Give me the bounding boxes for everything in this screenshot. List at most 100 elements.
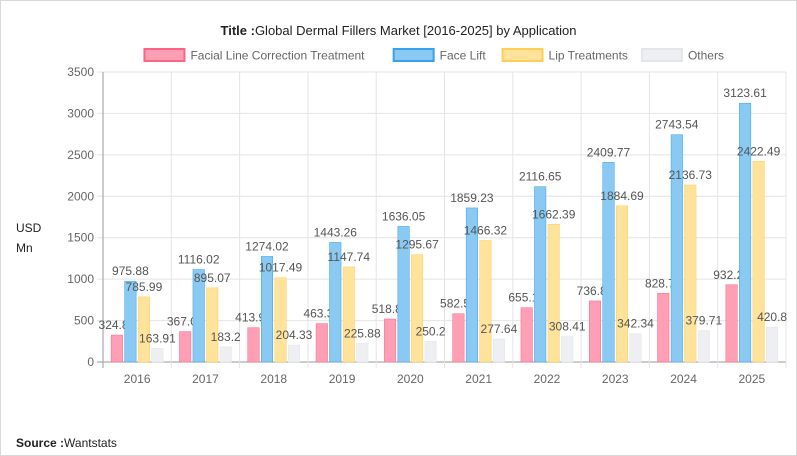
bar <box>697 330 710 363</box>
bar <box>602 162 615 363</box>
legend-label: Facial Line Correction Treatment <box>190 49 365 63</box>
bar <box>534 186 547 363</box>
y-tick-label: 3000 <box>67 106 94 120</box>
bar <box>219 346 232 363</box>
bar <box>151 348 164 363</box>
y-tick-label: 1500 <box>67 231 94 245</box>
bar <box>342 266 355 363</box>
bar <box>192 269 205 363</box>
data-label: 308.41 <box>549 319 586 333</box>
data-label: 277.64 <box>481 322 518 336</box>
data-label: 1147.74 <box>328 250 371 264</box>
data-label: 204.33 <box>276 328 313 342</box>
source-prefix: Source : <box>16 436 65 450</box>
legend-swatch <box>501 48 544 62</box>
bar <box>616 205 628 363</box>
bar <box>288 344 300 363</box>
bar <box>465 207 478 363</box>
y-tick-label: 3500 <box>67 65 94 79</box>
bar <box>452 313 465 363</box>
title-prefix: Title : <box>220 23 255 38</box>
bar <box>124 280 137 363</box>
bar <box>110 334 123 363</box>
legend-swatch <box>392 48 435 62</box>
bar <box>520 307 533 363</box>
data-label: 183.2 <box>211 330 241 344</box>
data-label: 342.34 <box>617 317 654 331</box>
data-label: 3123.61 <box>723 86 767 100</box>
bar <box>561 336 574 363</box>
x-tick-label: 2017 <box>192 372 219 386</box>
x-tick-label: 2025 <box>738 372 765 386</box>
x-tick-label: 2018 <box>260 372 287 386</box>
data-label: 163.91 <box>139 331 176 345</box>
x-tick-label: 2019 <box>329 372 356 386</box>
bar <box>766 326 779 363</box>
data-label: 1017.49 <box>259 261 303 275</box>
data-label: 1884.69 <box>600 189 644 203</box>
bar <box>356 343 369 363</box>
x-tick-label: 2016 <box>124 372 151 386</box>
data-label: 225.88 <box>344 326 381 340</box>
bar <box>206 287 219 363</box>
bar <box>411 254 424 363</box>
data-label: 1636.05 <box>382 209 426 223</box>
data-label: 1443.26 <box>314 225 358 239</box>
x-tick-label: 2024 <box>670 372 697 386</box>
bar <box>274 277 287 363</box>
title-text: Global Dermal Fillers Market [2016-2025]… <box>254 23 577 38</box>
data-label: 785.99 <box>126 280 163 294</box>
data-label: 975.88 <box>112 264 149 278</box>
data-label: 895.07 <box>194 271 231 285</box>
bar <box>247 327 260 363</box>
data-label: 2116.65 <box>519 170 562 184</box>
x-tick-label: 2022 <box>534 372 561 386</box>
x-tick-label: 2023 <box>602 372 629 386</box>
y-axis-label: USD Mn <box>16 218 41 258</box>
bar <box>670 134 683 363</box>
bar <box>739 102 752 363</box>
bar <box>315 323 328 363</box>
data-label: 379.71 <box>685 314 722 328</box>
bar <box>629 333 642 363</box>
data-label: 250.2 <box>416 324 446 338</box>
bar <box>261 256 273 363</box>
bar <box>137 296 150 363</box>
legend-swatch <box>143 48 186 62</box>
y-axis-label-line-2: Mn <box>16 241 33 255</box>
bar <box>492 338 505 363</box>
bar <box>179 331 192 363</box>
legend-label: Lip Treatments <box>549 49 628 63</box>
data-label: 1662.39 <box>532 207 576 221</box>
bar <box>547 224 560 363</box>
y-tick-label: 1000 <box>67 272 94 286</box>
x-tick-label: 2021 <box>465 372 492 386</box>
legend-swatch <box>640 48 683 62</box>
source-note: Source :Wantstats <box>16 436 117 450</box>
data-label: 2743.54 <box>655 118 699 132</box>
bar <box>397 226 410 363</box>
data-label: 2409.77 <box>587 145 631 159</box>
bar <box>479 240 492 363</box>
bar <box>657 293 670 363</box>
y-tick-label: 2000 <box>67 189 94 203</box>
y-tick-label: 2500 <box>67 148 94 162</box>
data-label: 1859.23 <box>450 191 494 205</box>
data-label: 2422.49 <box>737 144 781 158</box>
bar <box>684 184 697 363</box>
bar <box>424 341 437 363</box>
data-label: 1116.02 <box>178 253 220 267</box>
data-label: 1274.02 <box>245 239 289 253</box>
bar <box>589 300 601 363</box>
data-label: 420.8 <box>757 310 787 324</box>
x-tick-label: 2020 <box>397 372 424 386</box>
data-label: 1295.67 <box>395 238 439 252</box>
y-axis-label-line-1: USD <box>16 221 42 235</box>
y-tick-label: 0 <box>87 355 94 369</box>
y-tick-label: 500 <box>74 314 94 328</box>
legend-label: Others <box>688 49 724 63</box>
chart-title: Title :Global Dermal Fillers Market [201… <box>0 23 797 38</box>
data-label: 2136.73 <box>669 168 713 182</box>
bar <box>329 242 342 363</box>
